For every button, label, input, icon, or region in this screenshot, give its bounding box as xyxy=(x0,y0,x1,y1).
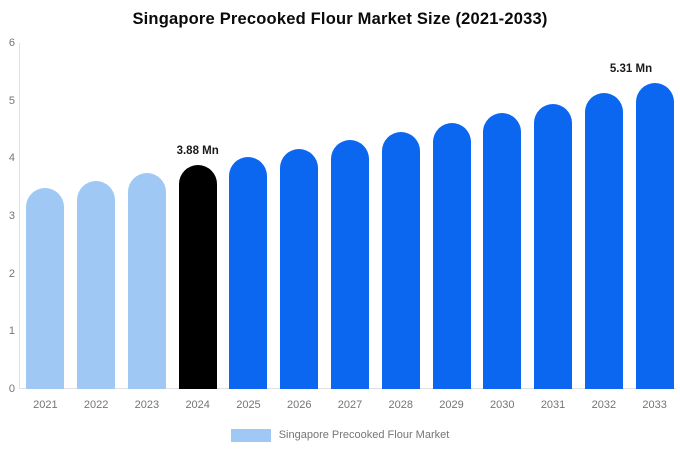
y-tick-label-0: 0 xyxy=(8,383,15,395)
bar-2025[interactable] xyxy=(229,157,268,389)
bar-2027[interactable] xyxy=(331,140,369,389)
bar-2030[interactable] xyxy=(483,113,522,389)
y-axis-line xyxy=(19,43,20,389)
x-tick-label-2027: 2027 xyxy=(337,399,363,411)
y-tick-label-2: 2 xyxy=(8,267,15,280)
bar-2024[interactable] xyxy=(178,165,217,389)
legend-label[interactable]: Singapore Precooked Flour Market xyxy=(278,429,450,441)
y-tick-label-3: 3 xyxy=(8,210,15,222)
x-tick-label-2021: 2021 xyxy=(33,399,58,411)
x-tick-label-2022: 2022 xyxy=(83,399,109,411)
bar-2026[interactable] xyxy=(280,149,319,389)
x-tick-label-2024: 2024 xyxy=(185,399,210,411)
x-tick-label-2032: 2032 xyxy=(591,399,617,411)
legend-swatch[interactable] xyxy=(230,428,271,442)
chart-title: Singapore Precooked Flour Market Size (2… xyxy=(132,10,548,28)
y-tick-label-1: 1 xyxy=(8,325,15,338)
bar-2023[interactable] xyxy=(127,173,166,389)
bar-2028[interactable] xyxy=(381,131,420,389)
x-tick-label-2023: 2023 xyxy=(134,399,160,411)
x-tick-label-2028: 2028 xyxy=(388,399,413,411)
y-tick-label-6: 6 xyxy=(8,37,15,49)
bar-2033[interactable] xyxy=(635,82,674,389)
x-tick-label-2030: 2030 xyxy=(490,399,515,411)
bar-2029[interactable] xyxy=(432,122,471,389)
x-tick-label-2031: 2031 xyxy=(540,399,566,411)
value-label-2024: 3.88 Mn xyxy=(176,145,219,158)
x-tick-label-2029: 2029 xyxy=(439,399,464,411)
x-tick-label-2026: 2026 xyxy=(286,399,312,411)
bar-2031[interactable] xyxy=(534,103,573,389)
bar-2032[interactable] xyxy=(584,93,623,389)
y-tick-label-4: 4 xyxy=(8,152,15,165)
y-tick-label-5: 5 xyxy=(8,94,15,107)
bar-2022[interactable] xyxy=(77,180,116,389)
x-tick-label-2025: 2025 xyxy=(236,399,261,411)
bar-2021[interactable] xyxy=(26,187,65,389)
x-tick-label-2033: 2033 xyxy=(642,399,667,411)
value-label-2033: 5.31 Mn xyxy=(609,62,653,75)
legend: Singapore Precooked Flour Market xyxy=(0,426,680,444)
